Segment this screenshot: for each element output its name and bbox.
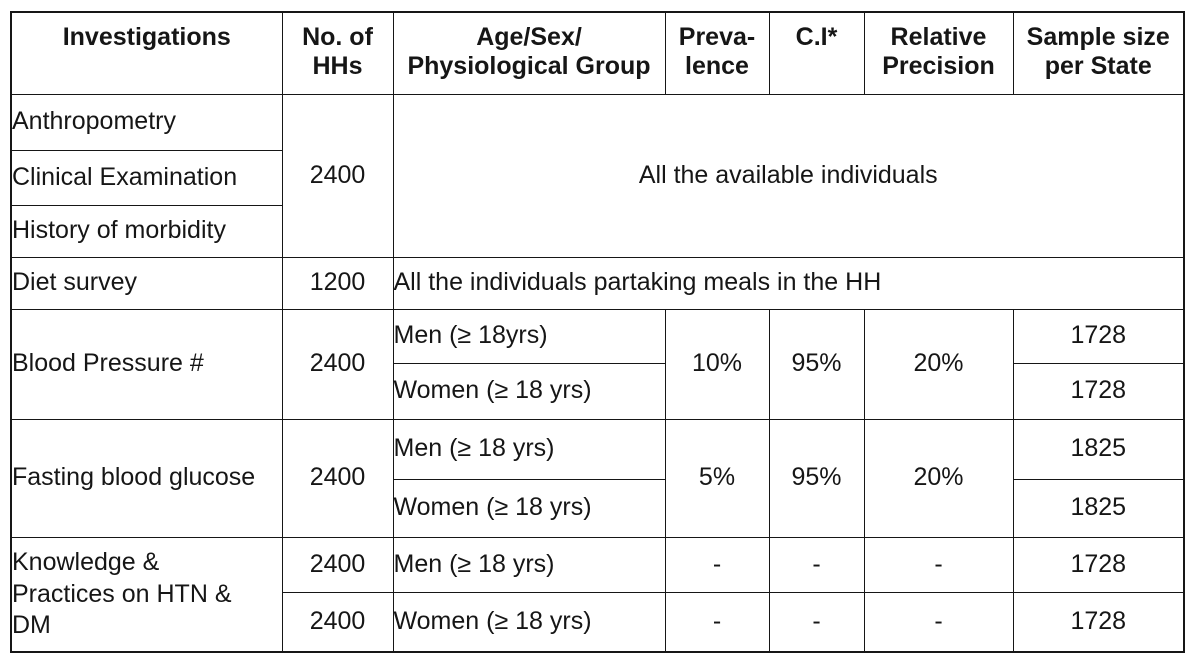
cell-relative-precision-knowledge-men: - [863,536,1014,593]
cell-sample-knowledge-men: 1728 [1012,536,1185,593]
col-header-ci: C.I* [768,11,865,95]
table-row-anthropometry: Anthropometry 2400 All the available ind… [10,93,1185,258]
cell-sample-fasting-glucose-women: 1825 [1012,478,1185,538]
table-row-diet-survey: Diet survey 1200 All the individuals par… [10,256,1185,310]
cell-prevalence-knowledge-men: - [664,536,770,593]
cell-coverage-available-individuals: All the available individuals [392,93,1185,258]
table-row-history-of-morbidity: History of morbidity [10,204,1184,258]
cell-ci-fasting-glucose: 95% [768,418,865,538]
cell-sample-fasting-glucose-men: 1825 [1012,418,1185,480]
cell-hhs-blood-pressure: 2400 [281,308,394,420]
cell-investigation-fasting-glucose: Fasting blood glucose [10,418,283,538]
cell-investigation-clinical-examination: Clinical Examination [10,149,283,206]
cell-ci-knowledge-women: - [768,591,865,653]
col-header-investigations: Investigations [10,11,283,95]
cell-hhs-fasting-glucose: 2400 [281,418,394,538]
cell-group-knowledge-men: Men (≥ 18 yrs) [392,536,666,593]
cell-group-blood-pressure-men: Men (≥ 18yrs) [392,308,666,364]
cell-group-knowledge-women: Women (≥ 18 yrs) [392,591,666,653]
cell-sample-knowledge-women: 1728 [1012,591,1185,653]
cell-group-fasting-glucose-women: Women (≥ 18 yrs) [392,478,666,538]
cell-relative-precision-fasting-glucose: 20% [863,418,1014,538]
cell-prevalence-blood-pressure: 10% [664,308,770,420]
cell-hhs-knowledge-men: 2400 [281,536,394,593]
cell-ci-blood-pressure: 95% [768,308,865,420]
table-row-knowledge-women: 2400 Women (≥ 18 yrs) - - - 1728 [11,591,1185,653]
cell-investigation-anthropometry: Anthropometry [10,93,283,151]
sampling-design-table: Investigations No. of HHs Age/Sex/ Physi… [10,11,1185,653]
cell-hhs-diet-survey: 1200 [281,256,394,310]
col-header-prevalence: Preva- lence [664,11,770,95]
col-header-no-of-hhs: No. of HHs [281,11,394,95]
cell-ci-knowledge-men: - [768,536,865,593]
cell-sample-blood-pressure-women: 1728 [1012,362,1185,420]
table-row-clinical-examination: Clinical Examination [10,149,1184,206]
cell-group-blood-pressure-women: Women (≥ 18 yrs) [392,362,666,420]
cell-investigation-diet-survey: Diet survey [10,256,283,310]
cell-group-fasting-glucose-men: Men (≥ 18 yrs) [392,418,666,480]
cell-relative-precision-blood-pressure: 20% [863,308,1014,420]
cell-hhs-available-group: 2400 [281,93,394,258]
cell-coverage-diet-survey: All the individuals partaking meals in t… [392,256,1185,310]
cell-sample-blood-pressure-men: 1728 [1012,308,1185,364]
table-header-row: Investigations No. of HHs Age/Sex/ Physi… [10,11,1185,95]
cell-prevalence-fasting-glucose: 5% [664,418,770,538]
cell-relative-precision-knowledge-women: - [863,591,1014,653]
cell-investigation-history-of-morbidity: History of morbidity [10,204,283,258]
col-header-sample-size: Sample size per State [1012,11,1185,95]
cell-prevalence-knowledge-women: - [664,591,770,653]
col-header-relative-precision: Relative Precision [863,11,1014,95]
table-row-fasting-glucose-men: Fasting blood glucose 2400 Men (≥ 18 yrs… [10,418,1185,538]
table-row-blood-pressure-men: Blood Pressure # 2400 Men (≥ 18yrs) 10% … [10,308,1185,420]
cell-investigation-blood-pressure: Blood Pressure # [10,308,283,420]
cell-investigation-knowledge-practices: Knowledge & Practices on HTN & DM [10,536,283,653]
cell-hhs-knowledge-women: 2400 [281,591,394,653]
col-header-age-sex-group: Age/Sex/ Physiological Group [392,11,666,95]
table-row-knowledge-men: Knowledge & Practices on HTN & DM 2400 M… [10,536,1185,653]
